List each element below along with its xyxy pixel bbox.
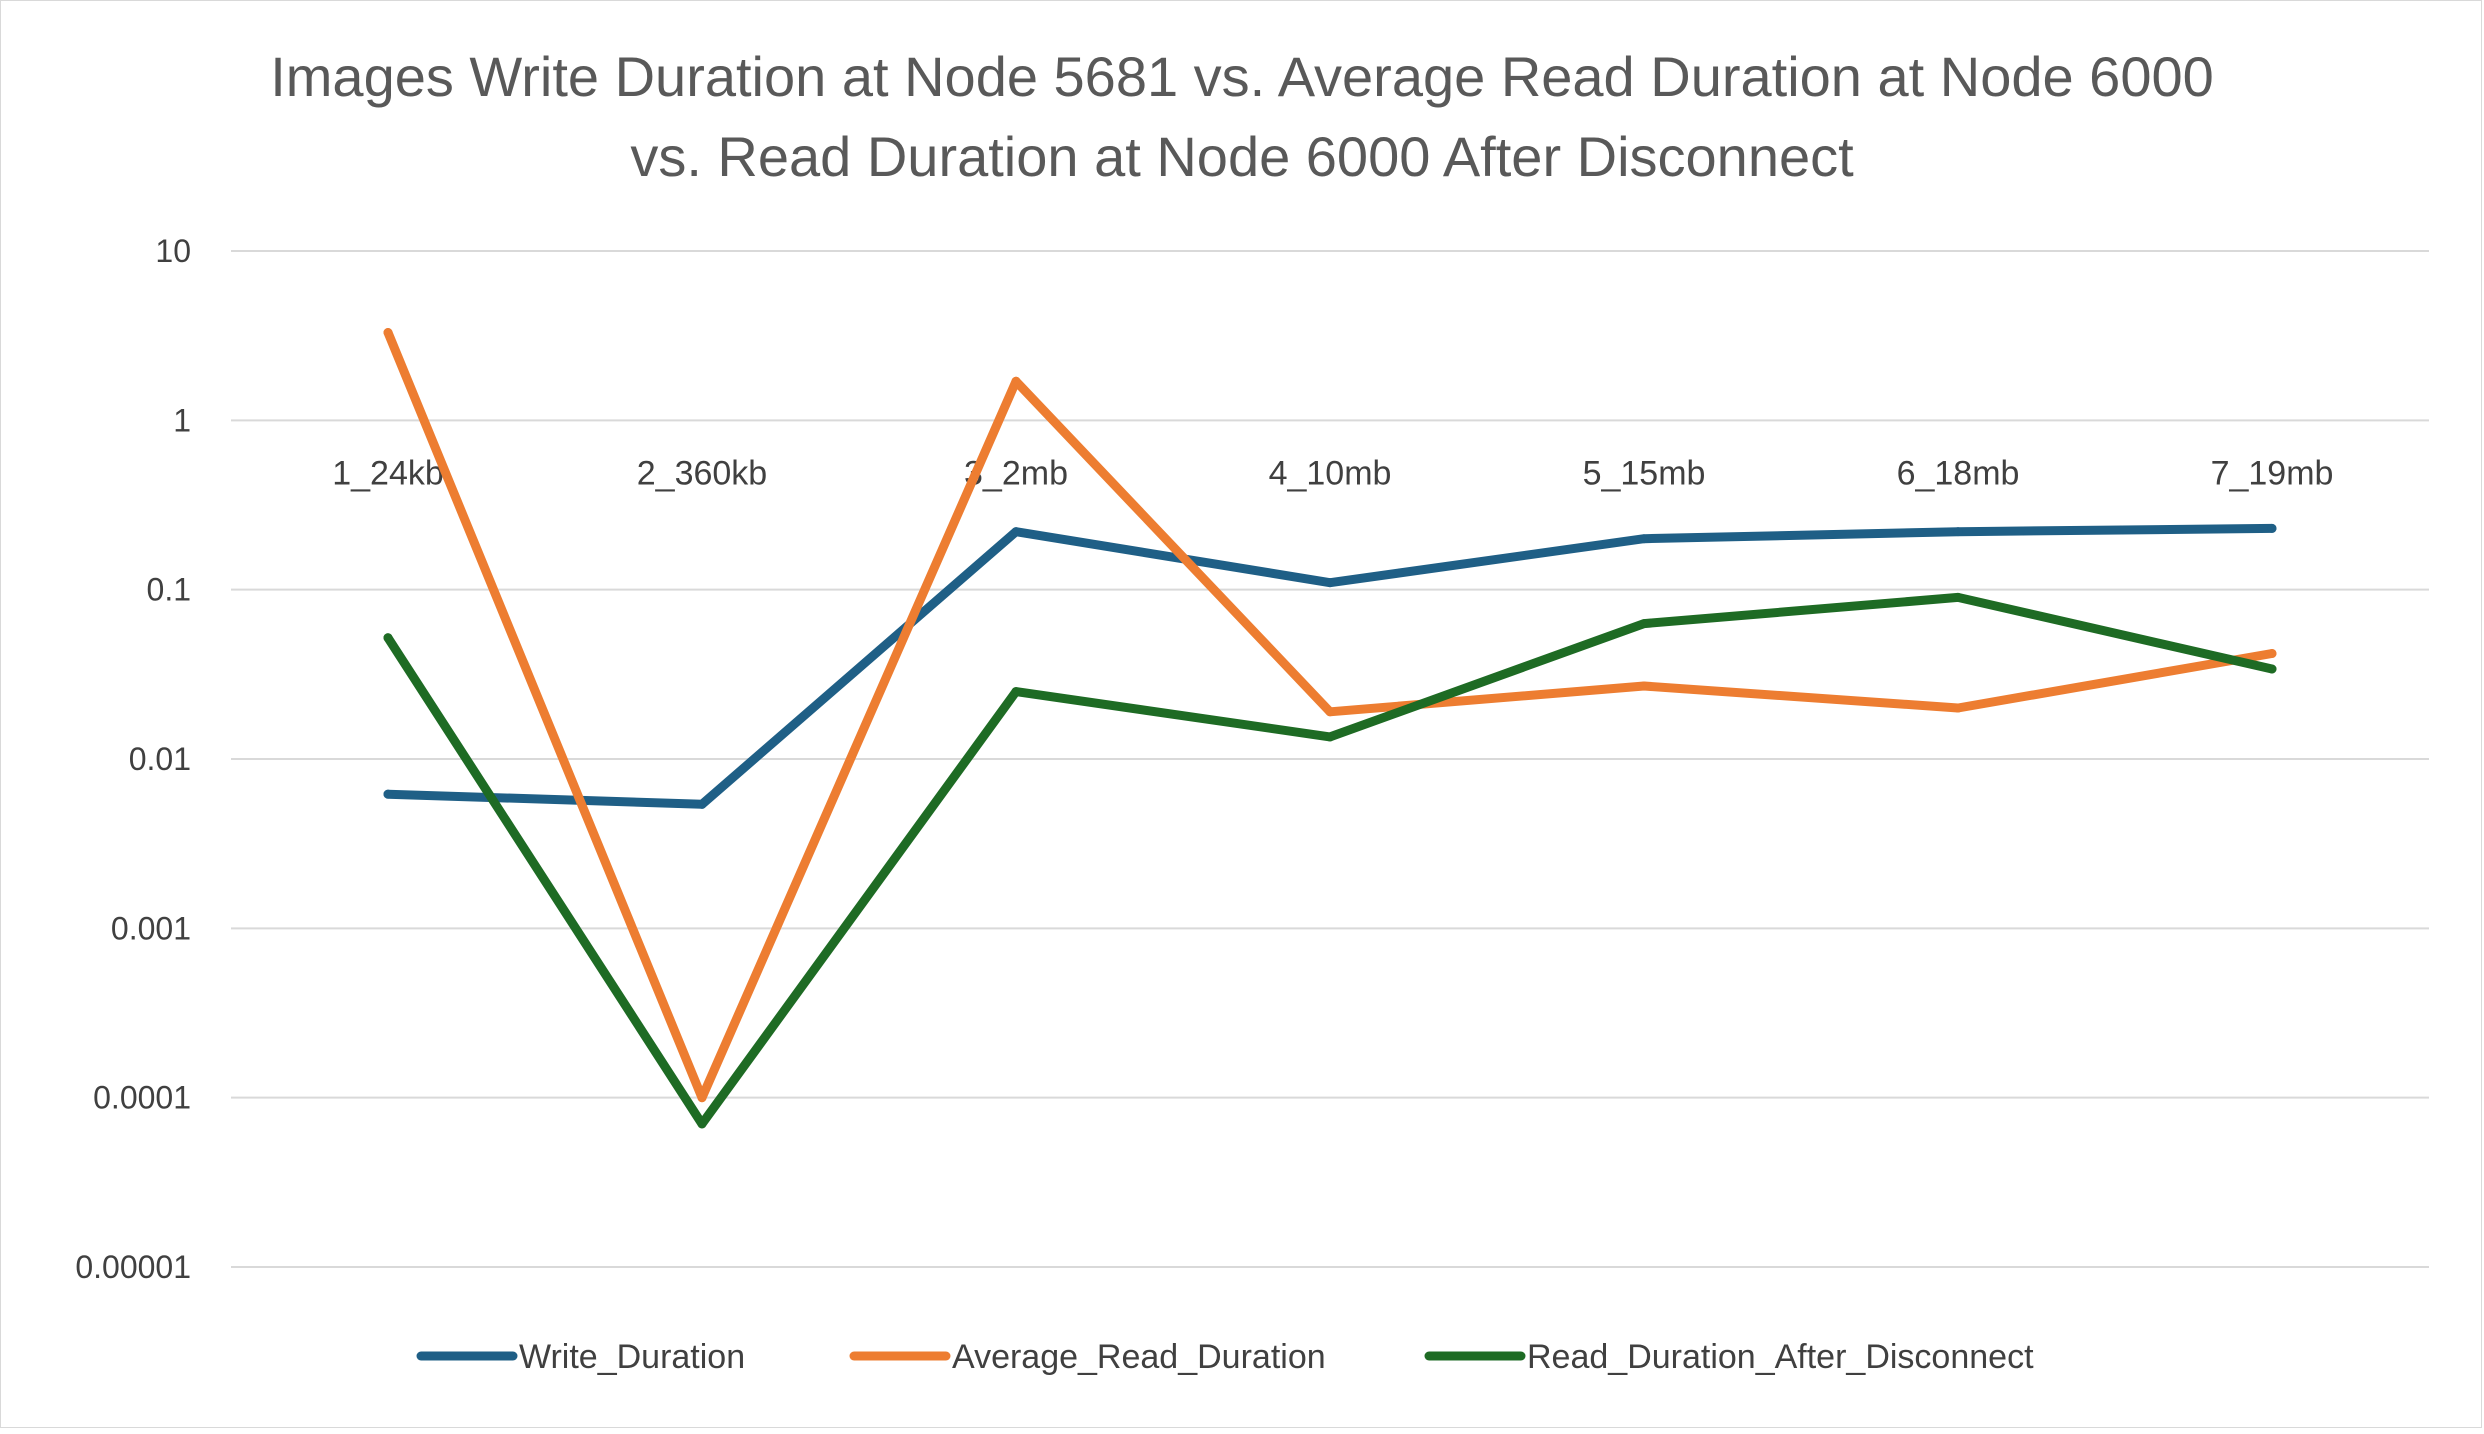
y-axis-tick-labels: 10 1 0.1 0.01 0.001 0.0001 0.00001	[75, 233, 191, 1285]
y-tick-label: 0.01	[129, 741, 191, 777]
x-category-label: 4_10mb	[1269, 454, 1392, 492]
data-point	[1011, 527, 1021, 537]
legend-label: Read_Duration_After_Disconnect	[1527, 1338, 2034, 1376]
data-point	[383, 789, 393, 799]
data-point	[1011, 687, 1021, 697]
data-point	[1639, 619, 1649, 629]
data-point	[1325, 732, 1335, 742]
y-tick-label: 0.0001	[93, 1080, 191, 1116]
data-point	[697, 799, 707, 809]
data-point	[1953, 703, 1963, 713]
chart-title-line-1: Images Write Duration at Node 5681 vs. A…	[270, 45, 2214, 108]
y-tick-label: 0.00001	[75, 1249, 191, 1285]
data-point	[1953, 527, 1963, 537]
x-axis-category-labels: 1_24kb 2_360kb 3_2mb 4_10mb 5_15mb 6_18mb 7_19…	[332, 454, 2333, 492]
x-category-label: 1_24kb	[332, 454, 444, 492]
y-tick-label: 0.1	[147, 572, 191, 608]
series-lines	[383, 328, 2277, 1129]
x-category-label: 2_360kb	[637, 454, 767, 492]
series-line-write-duration	[383, 523, 2277, 809]
data-point	[1639, 681, 1649, 691]
data-point	[697, 1119, 707, 1129]
data-point	[1325, 707, 1335, 717]
y-tick-label: 1	[173, 402, 191, 438]
legend-label: Write_Duration	[519, 1338, 745, 1376]
chart-title-line-2: vs. Read Duration at Node 6000 After Dis…	[630, 125, 1854, 188]
legend-label: Average_Read_Duration	[952, 1338, 1326, 1376]
data-point	[2267, 664, 2277, 674]
x-category-label: 5_15mb	[1583, 454, 1706, 492]
y-tick-label: 10	[155, 233, 191, 269]
data-point	[697, 1093, 707, 1103]
y-tick-label: 0.001	[111, 910, 191, 946]
data-point	[2267, 523, 2277, 533]
series-line-read-duration-after-disconnect	[383, 592, 2277, 1129]
data-point	[1325, 578, 1335, 588]
x-category-label: 7_19mb	[2211, 454, 2334, 492]
data-point	[383, 633, 393, 643]
data-point	[2267, 648, 2277, 658]
data-point	[1639, 534, 1649, 544]
x-category-label: 6_18mb	[1897, 454, 2020, 492]
legend: Write_Duration Average_Read_Duration Read_…	[416, 1338, 2034, 1376]
gridlines	[231, 250, 2429, 1268]
data-point	[1011, 376, 1021, 386]
data-point	[383, 328, 393, 338]
data-point	[1953, 592, 1963, 602]
